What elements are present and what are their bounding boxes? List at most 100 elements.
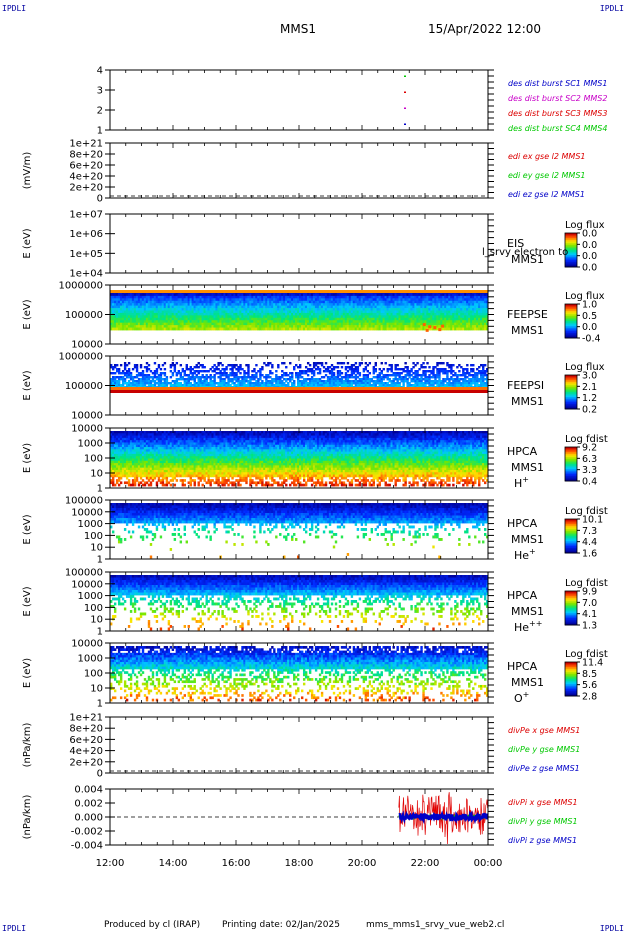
spectrogram-hpca_h — [110, 431, 488, 487]
colorbar-cell — [565, 685, 577, 688]
y-tick-label: 100 — [84, 531, 103, 542]
colorbar-cell — [565, 307, 577, 310]
y-tick-label: 1000 — [78, 591, 103, 602]
ion-energy-line — [110, 387, 488, 390]
colorbar-cell — [565, 668, 577, 671]
colorbar-cell — [565, 536, 577, 539]
y-tick-label: 100 — [84, 669, 103, 680]
colorbar-cell — [565, 381, 577, 384]
colorbar-cell — [565, 256, 577, 259]
colorbar-tick-label: 6.3 — [582, 454, 597, 465]
colorbar-tick-label: 3.3 — [582, 465, 597, 476]
colorbar-cell — [565, 260, 577, 263]
instrument-spacecraft: MMS1 — [511, 253, 544, 266]
colorbar-cell — [565, 532, 577, 535]
y-tick-label: 6e+20 — [69, 161, 103, 172]
y-axis-label: E (eV) — [22, 586, 33, 616]
colorbar-cell — [565, 621, 577, 624]
colorbar-cell — [565, 448, 577, 451]
instrument-label: HPCA — [507, 589, 538, 602]
colorbar-cell — [565, 542, 577, 545]
y-tick-label: 10 — [90, 543, 103, 554]
colorbar-cell — [565, 376, 577, 379]
colorbar-title: Log fdist — [565, 434, 608, 445]
colorbar-cell — [565, 465, 577, 468]
y-tick-label: 10000 — [71, 639, 103, 650]
colorbar-title: Log flux — [565, 220, 605, 231]
colorbar-cell — [565, 336, 577, 339]
colorbar-cell — [565, 479, 577, 482]
colorbar-cell — [565, 395, 577, 398]
colorbar-cell — [565, 529, 577, 532]
colorbar-cell — [565, 312, 577, 315]
colorbar-cell — [565, 326, 577, 329]
colorbar-cell — [565, 375, 577, 378]
y-tick-label: 1 — [97, 627, 103, 638]
colorbar-cell — [565, 694, 577, 697]
spectrogram-feepse — [110, 290, 488, 332]
colorbar-cell — [565, 592, 577, 595]
colorbar-cell — [565, 539, 577, 542]
y-tick-label: 2e+20 — [69, 183, 103, 194]
y-tick-label: -0.004 — [71, 841, 103, 852]
colorbar-cell — [565, 378, 577, 381]
colorbar-cell — [565, 239, 577, 242]
colorbar-cell — [565, 244, 577, 248]
corner-label-bottom-right: IPDLI — [599, 924, 624, 933]
time-tick-label: 18:00 — [285, 858, 314, 869]
footer-producer: Produced by cl (IRAP) — [104, 920, 201, 930]
colorbar-cell — [565, 608, 577, 611]
colorbar-cell — [565, 452, 577, 455]
y-tick-label: 1000000 — [58, 352, 103, 363]
instrument-spacecraft: MMS1 — [511, 605, 544, 618]
time-tick-label: 12:00 — [96, 858, 125, 869]
colorbar-tick-label: 7.0 — [582, 598, 597, 609]
colorbar-cell — [565, 530, 577, 534]
y-tick-label: 3 — [97, 86, 103, 97]
colorbar-cell — [565, 591, 577, 594]
colorbar-cell — [565, 682, 577, 685]
y-tick-label: 10000 — [71, 340, 103, 351]
colorbar-cell — [565, 675, 577, 678]
colorbar-cell — [565, 236, 577, 239]
colorbar-cell — [565, 458, 577, 462]
colorbar-cell — [565, 457, 577, 460]
y-tick-label: 1e+21 — [69, 713, 103, 724]
colorbar-cell — [565, 679, 577, 682]
divpi-x-trace — [398, 792, 488, 845]
colorbar-cell — [565, 251, 577, 254]
spectrogram-hpca_hepp — [110, 575, 488, 631]
y-axis-label: E (eV) — [22, 299, 33, 329]
colorbar-cell — [565, 549, 577, 552]
colorbar-cell — [565, 334, 577, 337]
y-tick-label: 10 — [90, 615, 103, 626]
colorbar-cell — [565, 672, 577, 675]
colorbar-frame — [564, 303, 578, 339]
colorbar-frame — [564, 446, 578, 482]
colorbar-cell — [565, 665, 577, 668]
colorbar-cell — [565, 673, 577, 677]
y-tick-label: 100000 — [65, 568, 103, 579]
colorbar-cell — [565, 317, 577, 320]
instrument-spacecraft: MMS1 — [511, 461, 544, 474]
y-tick-label: 8e+20 — [69, 724, 103, 735]
colorbar-tick-label: 1.0 — [582, 300, 597, 311]
colorbar-tick-label: 2.8 — [582, 692, 597, 703]
colorbar-cell — [565, 618, 577, 621]
legend-entry: divPi z gse MMS1 — [508, 836, 577, 845]
instrument-label: EIS — [507, 237, 524, 250]
colorbar-cell — [565, 315, 577, 319]
colorbar-tick-label: 11.4 — [582, 658, 603, 669]
y-tick-label: 1000 — [78, 519, 103, 530]
divpi-traces — [398, 792, 488, 845]
legend-entry: divPi x gse MMS1 — [508, 798, 578, 807]
y-tick-label: 1 — [97, 699, 103, 710]
colorbar-tick-label: 9.9 — [582, 587, 597, 598]
y-axis-label: (nPa/km) — [22, 795, 33, 840]
colorbar-cell — [565, 614, 577, 617]
colorbar-tick-label: 3.0 — [582, 371, 597, 382]
colorbar-cell — [565, 690, 577, 694]
y-tick-label: 8e+20 — [69, 150, 103, 161]
colorbar-cell — [565, 324, 577, 327]
colorbar-cell — [565, 403, 577, 407]
